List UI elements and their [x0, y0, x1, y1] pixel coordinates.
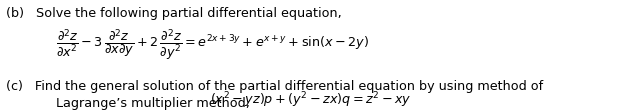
Text: $\dfrac{\partial^2 z}{\partial x^2} - 3\,\dfrac{\partial^2 z}{\partial x\partial: $\dfrac{\partial^2 z}{\partial x^2} - 3\… [56, 27, 369, 62]
Text: Lagrange’s multiplier method,: Lagrange’s multiplier method, [56, 97, 250, 110]
Text: $(x^2 - yz)p + (y^2 - zx)q = z^2 - xy$: $(x^2 - yz)p + (y^2 - zx)q = z^2 - xy$ [210, 90, 411, 110]
Text: (c)   Find the general solution of the partial differential equation by using me: (c) Find the general solution of the par… [6, 80, 543, 93]
Text: (b)   Solve the following partial differential equation,: (b) Solve the following partial differen… [6, 7, 342, 20]
